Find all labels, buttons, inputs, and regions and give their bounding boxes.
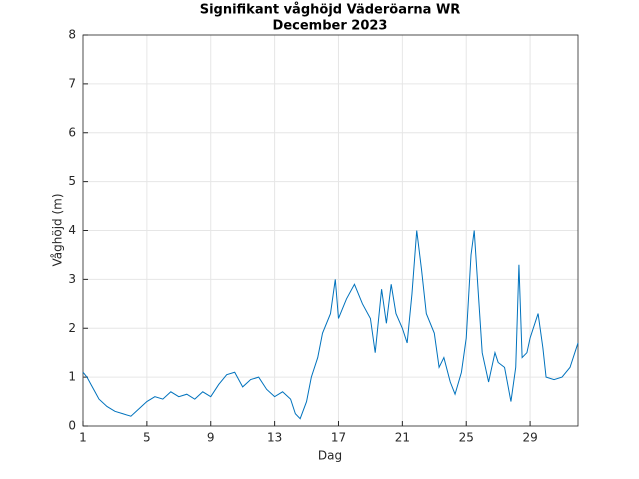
y-tick-label: 3 xyxy=(68,272,76,286)
x-axis-label: Dag xyxy=(318,449,342,463)
x-tick-label: 9 xyxy=(207,431,215,445)
plot-frame xyxy=(82,34,579,427)
y-tick-label: 1 xyxy=(68,370,76,384)
x-tick-label: 13 xyxy=(267,431,282,445)
x-tick-label: 21 xyxy=(395,431,410,445)
chart-title: Signifikant våghöjd Väderöarna WR xyxy=(200,3,461,18)
x-tick-label: 29 xyxy=(522,431,537,445)
y-tick-label: 4 xyxy=(68,223,76,237)
y-tick-label: 7 xyxy=(68,76,76,90)
y-tick-label: 2 xyxy=(68,321,76,335)
y-tick-label: 0 xyxy=(68,419,76,433)
chart-subtitle: December 2023 xyxy=(273,19,388,34)
x-tick-label: 5 xyxy=(143,431,151,445)
y-tick-label: 6 xyxy=(68,125,76,139)
x-tick-label: 17 xyxy=(331,431,346,445)
x-tick-label: 1 xyxy=(79,431,87,445)
x-tick-label: 25 xyxy=(459,431,474,445)
y-tick-label: 5 xyxy=(68,174,76,188)
data-line xyxy=(82,230,579,420)
y-axis-label: Våghöjd (m) xyxy=(51,193,65,266)
y-tick-label: 8 xyxy=(68,28,76,42)
